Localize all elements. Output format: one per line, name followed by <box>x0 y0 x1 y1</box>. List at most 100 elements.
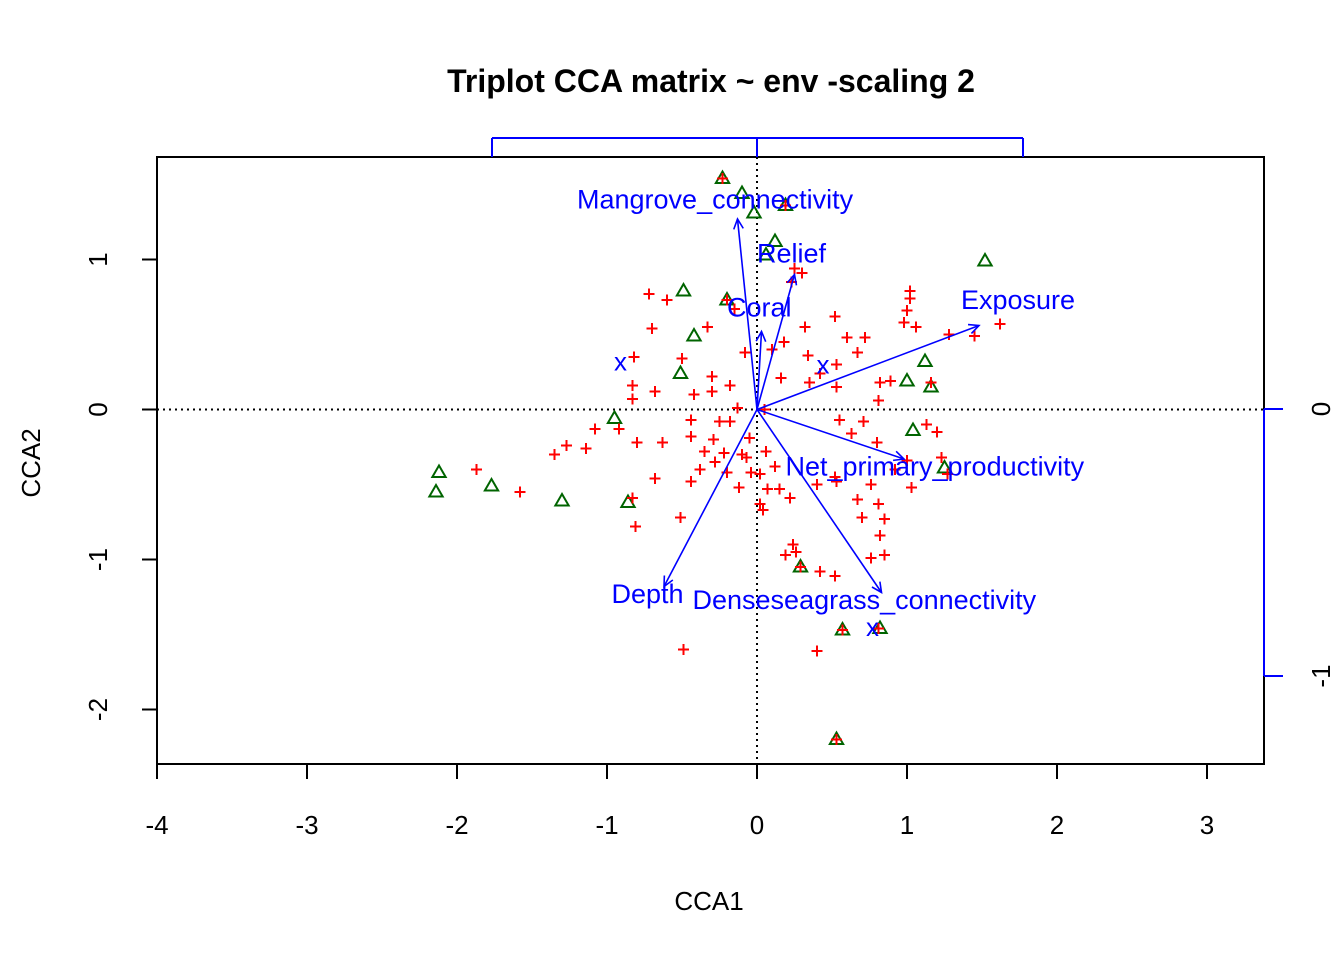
site-point <box>675 512 686 523</box>
site-point <box>898 317 910 328</box>
species-point <box>430 463 448 479</box>
site-point <box>901 305 913 316</box>
site-point <box>901 455 913 466</box>
site-point <box>613 423 625 435</box>
site-point <box>994 318 1006 330</box>
site-point <box>706 371 718 382</box>
species-point <box>922 377 940 393</box>
env-arrow <box>756 408 905 460</box>
species-point <box>483 476 500 492</box>
site-point <box>627 380 638 391</box>
env-arrow-label: Relief <box>757 239 827 269</box>
env-arrow-label: Net_primary_productivity <box>786 452 1085 482</box>
site-point <box>724 416 736 427</box>
site-point <box>871 437 883 448</box>
site-point <box>724 380 736 391</box>
site-point <box>873 395 884 406</box>
site-point <box>796 267 808 279</box>
site-point <box>829 570 841 582</box>
site-point <box>721 294 733 306</box>
y-tick-label: 1 <box>83 252 113 266</box>
species-point <box>916 352 934 368</box>
site-point <box>814 566 826 577</box>
species-point <box>733 184 751 200</box>
x-tick-label: 3 <box>1200 810 1214 840</box>
site-point <box>846 428 857 439</box>
site-point <box>702 321 713 333</box>
site-point <box>760 446 772 457</box>
site-point <box>741 452 752 463</box>
site-point <box>631 437 643 448</box>
env-arrow <box>756 409 883 593</box>
site-point <box>549 449 560 460</box>
right-axis-tick-label: 0 <box>1306 402 1336 416</box>
site-point <box>802 350 814 361</box>
site-point <box>889 464 901 475</box>
site-point <box>943 329 955 340</box>
site-point <box>646 323 658 334</box>
site-point <box>744 432 755 444</box>
site-point <box>784 492 796 504</box>
site-point <box>873 498 884 510</box>
env-arrow-head <box>755 329 767 342</box>
env-arrow-head <box>663 575 674 589</box>
site-point <box>852 347 863 358</box>
site-point <box>874 530 886 541</box>
site-point <box>780 200 791 211</box>
x-tick-label: -4 <box>145 810 168 840</box>
site-point <box>685 476 697 487</box>
site-point <box>799 321 811 333</box>
species-point <box>606 409 623 425</box>
site-point <box>811 479 823 490</box>
env-arrow <box>756 331 763 410</box>
x-tick-label: -1 <box>595 810 618 840</box>
species-point <box>898 371 916 387</box>
x-tick-label: -3 <box>295 810 318 840</box>
site-point <box>627 492 638 504</box>
env-arrow-head <box>732 217 744 230</box>
site-point <box>925 377 937 388</box>
site-point <box>627 393 638 405</box>
species-point <box>904 421 922 437</box>
site-point <box>685 414 697 426</box>
site-point <box>910 321 922 333</box>
centroid-label: x <box>614 347 627 377</box>
site-point <box>754 468 766 480</box>
site-point <box>678 644 689 655</box>
site-point <box>969 330 980 342</box>
env-arrow-head <box>871 581 883 595</box>
env-arrow-label: Denseseagrass_connectivity <box>693 585 1037 615</box>
species-point <box>766 232 784 248</box>
site-point <box>708 434 719 445</box>
site-point <box>811 645 823 657</box>
site-point <box>829 311 841 322</box>
x-tick-label: 1 <box>900 810 914 840</box>
site-point <box>630 521 641 532</box>
site-point <box>580 443 592 454</box>
site-point <box>706 386 718 397</box>
site-point <box>745 467 757 478</box>
site-point <box>589 423 601 435</box>
site-point <box>814 368 826 379</box>
site-point <box>906 482 917 493</box>
env-arrow-label: Coral <box>727 293 792 323</box>
site-point <box>865 479 877 490</box>
site-point <box>831 359 842 370</box>
site-point <box>931 426 943 438</box>
site-point <box>904 293 916 304</box>
site-point <box>685 431 697 442</box>
chart-title: Triplot CCA matrix ~ env -scaling 2 <box>447 63 975 99</box>
env-arrow-label: Mangrove_connectivity <box>577 185 854 215</box>
x-tick-label: 0 <box>750 810 764 840</box>
env-arrow-head <box>967 323 981 335</box>
site-point <box>921 419 932 430</box>
site-point <box>732 402 743 414</box>
site-point <box>676 353 688 364</box>
site-point <box>879 513 890 525</box>
site-point <box>804 377 815 388</box>
site-point <box>561 440 572 451</box>
plot-region <box>157 157 1264 764</box>
site-point <box>661 294 673 306</box>
y-tick-label: -1 <box>83 548 113 571</box>
species-point <box>553 491 571 507</box>
